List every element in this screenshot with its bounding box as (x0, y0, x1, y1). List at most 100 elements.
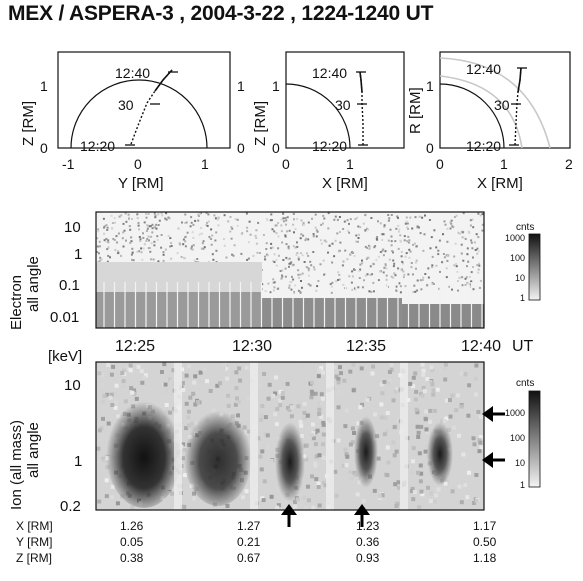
electron-noise-pixel (142, 283, 145, 286)
ion-noise-pixel (408, 381, 413, 386)
electron-noise-pixel (200, 247, 203, 250)
electron-noise-pixel (291, 275, 293, 278)
electron-noise-pixel (150, 258, 153, 261)
electron-noise-pixel (413, 242, 416, 245)
electron-noise-pixel (229, 216, 232, 218)
ion-noise-pixel (234, 386, 239, 391)
electron-noise-pixel (416, 289, 419, 292)
ion-noise-pixel (450, 489, 455, 494)
ion-noise-pixel (316, 374, 321, 379)
electron-noise-pixel (431, 265, 434, 268)
ion-noise-pixel (141, 408, 146, 413)
electron-noise-pixel (233, 244, 236, 247)
electron-noise-pixel (338, 278, 341, 281)
ion-noise-pixel (110, 484, 115, 489)
ion-noise-pixel (226, 393, 231, 398)
electron-noise-pixel (269, 291, 272, 294)
electron-noise-pixel (341, 264, 344, 267)
electron-noise-pixel (331, 281, 334, 284)
ion-noise-pixel (422, 389, 427, 394)
electron-noise-pixel (379, 270, 382, 273)
electron-noise-pixel (356, 216, 359, 219)
electron-noise-pixel (364, 213, 367, 216)
ion-noise-pixel (169, 379, 174, 384)
ion-noise-pixel (434, 472, 439, 476)
ion-noise-pixel (231, 472, 236, 476)
ion-noise-pixel (188, 435, 193, 439)
electron-noise-pixel (416, 225, 419, 228)
ion-noise-pixel (101, 416, 105, 421)
electron-noise-pixel (107, 254, 110, 257)
electron-noise-pixel (445, 267, 448, 270)
ion-noise-pixel (239, 450, 244, 455)
ion-noise-pixel (317, 411, 322, 416)
electron-noise-pixel (346, 258, 349, 261)
ion-noise-pixel (302, 495, 307, 500)
electron-noise-pixel (197, 215, 200, 217)
electron-noise-pixel (424, 273, 427, 275)
electron-noise-pixel (164, 248, 167, 251)
electron-noise-pixel (280, 224, 283, 227)
electron-noise-pixel (256, 270, 259, 273)
electron-noise-pixel (129, 241, 132, 244)
ion-noise-pixel (114, 400, 119, 405)
orbit-xz-label-30: 30 (335, 97, 351, 113)
electron-noise-pixel (292, 212, 295, 215)
electron-noise-pixel (154, 214, 157, 217)
ion-noise-pixel (162, 362, 167, 367)
ion-noise-pixel (142, 468, 147, 472)
ion-noise-pixel (367, 428, 372, 433)
ion-noise-pixel (145, 474, 150, 479)
electron-noise-pixel (397, 247, 400, 250)
ion-noise-pixel (364, 457, 369, 462)
electron-noise-pixel (265, 242, 268, 245)
electron-noise-pixel (399, 239, 402, 242)
electron-noise-pixel (323, 273, 325, 276)
electron-noise-pixel (255, 229, 258, 232)
electron-noise-pixel (330, 291, 333, 294)
ion-noise-pixel (411, 446, 416, 451)
electron-noise-pixel (215, 249, 218, 252)
electron-noise-pixel (196, 277, 198, 280)
ion-noise-pixel (294, 496, 299, 501)
ion-noise-pixel (143, 430, 148, 435)
ion-noise-pixel (465, 495, 470, 500)
ion-noise-pixel (131, 404, 136, 409)
electron-noise-pixel (302, 234, 305, 237)
electron-noise-pixel (147, 235, 150, 238)
electron-noise-pixel (477, 268, 480, 271)
electron-noise-pixel (166, 280, 169, 283)
ion-noise-pixel (192, 496, 197, 501)
electron-noise-pixel (135, 285, 138, 288)
electron-noise-pixel (331, 261, 334, 264)
ion-noise-pixel (373, 412, 377, 417)
electron-noise-pixel (122, 222, 125, 225)
ion-noise-pixel (193, 374, 198, 379)
ion-noise-pixel (167, 439, 172, 444)
ion-noise-pixel (372, 436, 377, 441)
electron-low-energy-band-1 (96, 292, 262, 328)
electron-noise-pixel (108, 270, 111, 273)
electron-noise-pixel (160, 246, 163, 249)
electron-noise-pixel (285, 256, 288, 259)
electron-noise-pixel (97, 290, 100, 293)
electron-noise-pixel (244, 275, 246, 278)
electron-noise-pixel (162, 282, 164, 285)
electron-noise-pixel (205, 272, 208, 275)
orbit-xz-ytick-0: 0 (272, 140, 280, 156)
ion-noise-layer (96, 362, 484, 510)
electron-noise-pixel (294, 228, 297, 231)
electron-noise-pixel (230, 237, 233, 240)
ion-noise-pixel (202, 367, 206, 372)
electron-noise-pixel (299, 290, 302, 293)
electron-noise-pixel (290, 280, 293, 283)
ion-noise-pixel (177, 470, 182, 475)
electron-noise-pixel (125, 271, 128, 274)
electron-noise-pixel (96, 237, 99, 240)
electron-noise-pixel (168, 282, 171, 285)
electron-noise-pixel (264, 290, 267, 293)
ion-noise-pixel (433, 440, 437, 445)
ion-noise-pixel (114, 383, 119, 388)
ion-noise-pixel (123, 399, 128, 404)
ion-noise-pixel (192, 491, 196, 496)
